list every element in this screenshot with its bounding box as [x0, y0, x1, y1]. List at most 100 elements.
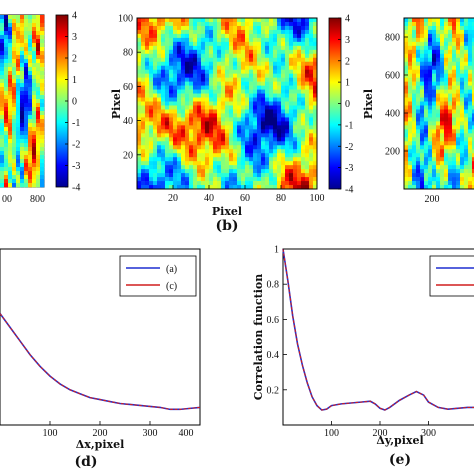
heatmap-cell — [36, 71, 41, 76]
heatmap-cell — [0, 51, 5, 56]
heatmap-cell — [281, 101, 286, 106]
heatmap-cell — [261, 77, 266, 82]
heatmap-cell — [165, 145, 170, 150]
heatmap-cell — [293, 69, 298, 74]
heatmap-cell — [8, 175, 13, 180]
heatmap-cell — [440, 25, 445, 31]
heatmap-cell — [32, 91, 37, 96]
heatmap-cell — [213, 61, 218, 67]
heatmap-cell — [261, 185, 266, 190]
heatmap-cell — [297, 165, 302, 170]
heatmap-cell — [305, 173, 310, 178]
heatmap-cell — [440, 149, 445, 154]
heatmap-cell — [36, 79, 41, 84]
heatmap-cell — [297, 137, 302, 142]
heatmap-cell — [440, 185, 445, 190]
heatmap-cell — [8, 23, 13, 28]
heatmap-cell — [416, 97, 421, 102]
heatmap-cell — [456, 145, 461, 150]
heatmap-cell — [209, 105, 214, 110]
heatmap-cell — [0, 167, 5, 172]
heatmap-cell — [472, 129, 474, 134]
heatmap-cell — [424, 145, 429, 150]
heatmap-cell — [181, 85, 186, 90]
heatmap-cell — [253, 25, 258, 31]
heatmap-cell — [428, 69, 433, 74]
heatmap-cell — [440, 57, 445, 63]
heatmap-cell — [28, 183, 33, 188]
heatmap-cell — [209, 29, 214, 35]
heatmap-cell — [165, 81, 170, 86]
heatmap-cell — [277, 61, 282, 67]
heatmap-cell — [313, 65, 318, 70]
legend-e-box — [429, 255, 474, 297]
heatmap-cell — [257, 57, 262, 63]
heatmap-cell — [137, 173, 142, 178]
heatmap-c-frame — [403, 17, 474, 190]
heatmap-cell — [424, 129, 429, 134]
heatmap-cell — [36, 167, 41, 172]
heatmap-cell — [189, 173, 194, 178]
heatmap-cell — [0, 75, 5, 80]
heatmap-cell — [408, 113, 413, 118]
heatmap-cell — [448, 133, 453, 138]
heatmap-cell — [185, 49, 190, 55]
heatmap-cell — [153, 153, 158, 158]
heatmap-cell — [213, 161, 218, 166]
heatmap-cell — [213, 73, 218, 78]
heatmap-cell — [460, 97, 465, 102]
heatmap-cell — [193, 21, 198, 27]
heatmap-cell — [12, 23, 17, 28]
heatmap-cell — [209, 137, 214, 142]
heatmap-cell — [161, 137, 166, 142]
heatmap-cell — [416, 149, 421, 154]
heatmap-cell — [436, 145, 441, 150]
heatmap-cell — [464, 85, 469, 90]
heatmap-cell — [273, 153, 278, 158]
heatmap-cell — [237, 93, 242, 98]
heatmap-cell — [165, 49, 170, 55]
heatmap-cell — [221, 153, 226, 158]
heatmap-cell — [432, 77, 437, 82]
heatmap-cell — [416, 101, 421, 106]
heatmap-cell — [420, 85, 425, 90]
heatmap-cell — [261, 57, 266, 63]
heatmap-cell — [241, 41, 246, 47]
heatmap-cell — [237, 77, 242, 82]
heatmap-cell — [229, 153, 234, 158]
heatmap-cell — [305, 145, 310, 150]
heatmap-cell — [149, 77, 154, 82]
heatmap-cell — [468, 169, 473, 174]
heatmap-cell — [305, 137, 310, 142]
heatmap-cell — [8, 155, 13, 160]
heatmap-cell — [169, 125, 174, 130]
heatmap-cell — [189, 129, 194, 134]
heatmap-cell — [137, 177, 142, 182]
heatmap-cell — [285, 25, 290, 31]
heatmap-cell — [137, 121, 142, 126]
heatmap-cell — [285, 33, 290, 39]
heatmap-cell — [273, 61, 278, 67]
heatmap-cell — [297, 173, 302, 178]
heatmap-cell — [137, 105, 142, 110]
heatmap-cell — [301, 57, 306, 63]
heatmap-cell — [145, 93, 150, 98]
x-tick-label: 20 — [168, 193, 178, 204]
heatmap-cell — [440, 129, 445, 134]
heatmap-cell — [237, 105, 242, 110]
heatmap-cell — [20, 71, 25, 76]
heatmap-cell — [472, 69, 474, 74]
heatmap-cell — [217, 109, 222, 114]
heatmap-cell — [169, 185, 174, 190]
heatmap-cell — [404, 89, 409, 94]
series-line — [0, 313, 201, 410]
heatmap-cell — [141, 33, 146, 39]
heatmap-cell — [185, 149, 190, 154]
heatmap-cell — [464, 177, 469, 182]
heatmap-cell — [177, 145, 182, 150]
heatmap-cell — [165, 97, 170, 102]
heatmap-cell — [189, 93, 194, 98]
heatmap-cell — [293, 157, 298, 162]
heatmap-cell — [161, 81, 166, 86]
heatmap-cell — [261, 173, 266, 178]
